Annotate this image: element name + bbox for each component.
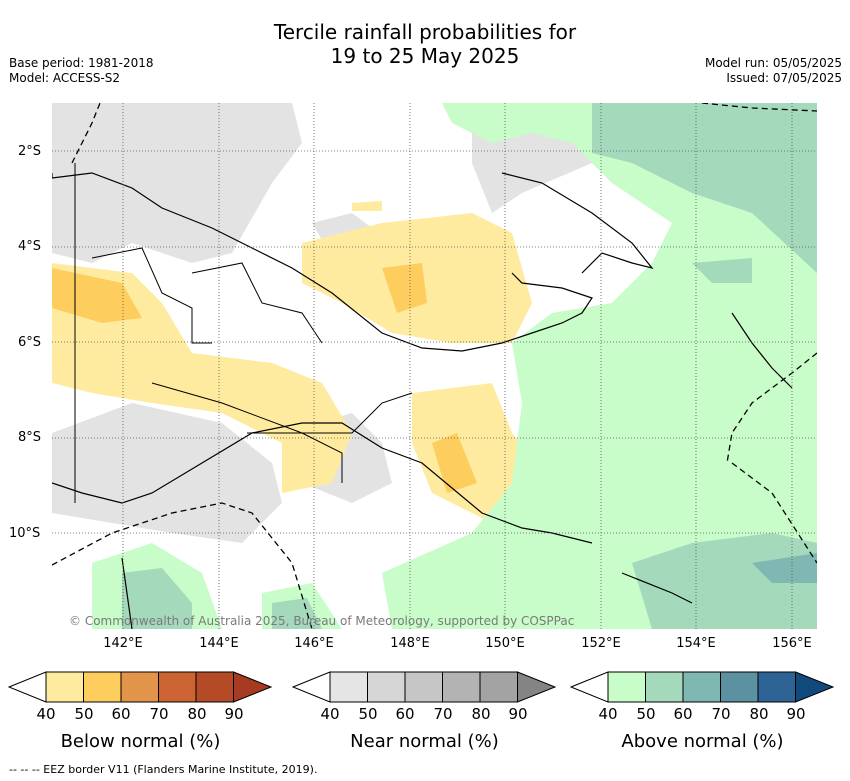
- lon-label-146e: 146°E: [294, 636, 334, 651]
- cb1-tick-90: 90: [508, 705, 528, 723]
- cb0-tick-60: 60: [111, 705, 131, 723]
- colorbar-segment: [645, 671, 684, 703]
- lon-label-144e: 144°E: [199, 636, 239, 651]
- cb0-tick-80: 80: [187, 705, 207, 723]
- lon-label-148e: 148°E: [390, 636, 430, 651]
- lat-label-8s: 8°S: [18, 430, 42, 445]
- model-name: Model: ACCESS-S2: [9, 71, 121, 85]
- colorbar-segment: [329, 671, 368, 703]
- cb1-tick-40: 40: [320, 705, 340, 723]
- cb1-tick-80: 80: [471, 705, 491, 723]
- gridlines: [52, 103, 817, 629]
- copyright-notice: © Commonwealth of Australia 2025, Bureau…: [69, 614, 575, 628]
- lon-label-156e: 156°E: [772, 636, 812, 651]
- colorbar-segment: [83, 671, 122, 703]
- colorbar-below-normal: [8, 671, 273, 703]
- below-normal-regions: [52, 201, 552, 523]
- colorbar-segment: [479, 671, 518, 703]
- colorbar-high-extension: [233, 671, 273, 703]
- rainfall-map: [52, 103, 817, 629]
- colorbar-low-extension: [292, 671, 331, 703]
- colorbar-segment: [404, 671, 443, 703]
- lon-label-152e: 152°E: [581, 636, 621, 651]
- title-line-2: 19 to 25 May 2025: [330, 44, 520, 68]
- cb1-tick-60: 60: [395, 705, 415, 723]
- lon-label-150e: 150°E: [485, 636, 525, 651]
- cb2-tick-70: 70: [711, 705, 731, 723]
- colorbar-segment: [45, 671, 84, 703]
- colorbar-low-extension: [8, 671, 47, 703]
- base-period: Base period: 1981-2018: [9, 56, 154, 70]
- cb1-tick-50: 50: [358, 705, 378, 723]
- title-line-1: Tercile rainfall probabilities for: [273, 20, 577, 44]
- colorbar-title-near: Near normal (%): [350, 731, 499, 752]
- cb2-tick-60: 60: [673, 705, 693, 723]
- colorbar-segment: [158, 671, 197, 703]
- colorbar-segment: [682, 671, 721, 703]
- cb0-tick-50: 50: [74, 705, 94, 723]
- colorbar-segment: [442, 671, 481, 703]
- cb2-tick-40: 40: [598, 705, 618, 723]
- colorbar-high-extension: [517, 671, 557, 703]
- coastlines: [52, 172, 793, 629]
- lat-label-10s: 10°S: [9, 526, 41, 541]
- colorbar-segment: [757, 671, 796, 703]
- cb1-tick-70: 70: [433, 705, 453, 723]
- colorbar-segment: [607, 671, 646, 703]
- lon-label-142e: 142°E: [103, 636, 143, 651]
- cb0-tick-70: 70: [149, 705, 169, 723]
- lat-label-4s: 4°S: [18, 239, 42, 254]
- eez-borders: [52, 103, 817, 629]
- colorbar-high-extension: [795, 671, 835, 703]
- colorbar-segment: [120, 671, 159, 703]
- cb0-tick-90: 90: [224, 705, 244, 723]
- issued-date: Issued: 07/05/2025: [726, 71, 842, 85]
- meta-left: Base period: 1981-2018 Model: ACCESS-S2: [9, 56, 154, 86]
- colorbar-segment: [720, 671, 759, 703]
- border-lines: [74, 163, 413, 503]
- cb2-tick-50: 50: [636, 705, 656, 723]
- colorbar-above-normal: [570, 671, 835, 703]
- lat-label-2s: 2°S: [18, 144, 42, 159]
- cb2-tick-80: 80: [749, 705, 769, 723]
- colorbar-title-below: Below normal (%): [60, 731, 221, 752]
- colorbar-segment: [195, 671, 234, 703]
- colorbar-segment: [367, 671, 406, 703]
- map-title: Tercile rainfall probabilities for 19 to…: [0, 20, 850, 68]
- colorbar-low-extension: [570, 671, 609, 703]
- colorbar-title-above: Above normal (%): [621, 731, 784, 752]
- lat-label-6s: 6°S: [18, 335, 42, 350]
- above-normal-regions: [92, 103, 817, 629]
- cb2-tick-90: 90: [786, 705, 806, 723]
- lon-label-154e: 154°E: [676, 636, 716, 651]
- meta-right: Model run: 05/05/2025 Issued: 07/05/2025: [705, 56, 842, 86]
- eez-footer-note: -- -- -- EEZ border V11 (Flanders Marine…: [9, 763, 318, 776]
- cb0-tick-40: 40: [36, 705, 56, 723]
- colorbar-near-normal: [292, 671, 557, 703]
- model-run: Model run: 05/05/2025: [704, 56, 842, 70]
